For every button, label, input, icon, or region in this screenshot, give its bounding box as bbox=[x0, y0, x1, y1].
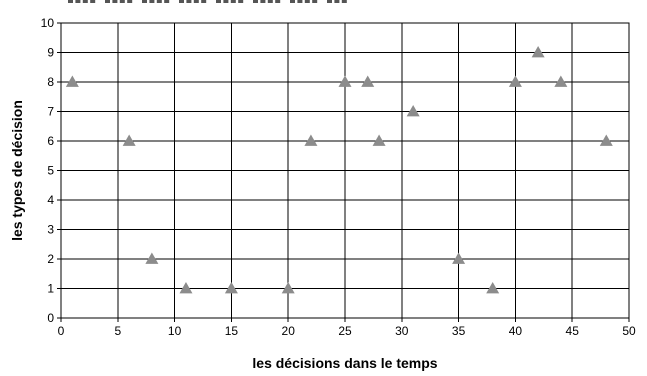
caption-glyph-fragment bbox=[253, 0, 258, 3]
y-tick-label: 7 bbox=[47, 105, 54, 119]
data-point-triangle bbox=[508, 75, 522, 87]
data-point-triangle bbox=[65, 75, 79, 87]
data-points bbox=[65, 46, 613, 294]
caption-glyph-fragment bbox=[201, 0, 207, 3]
caption-glyph-fragment bbox=[216, 0, 221, 3]
y-tick-label: 5 bbox=[47, 164, 54, 178]
x-tick-label: 30 bbox=[395, 324, 409, 338]
caption-glyph-fragment bbox=[186, 0, 192, 3]
caption-glyph-fragment bbox=[156, 0, 162, 3]
y-tick-labels: 0 1 2 3 4 5 6 7 8 9 10 bbox=[41, 16, 55, 325]
caption-glyph-fragment bbox=[164, 0, 170, 3]
x-tick-label: 25 bbox=[338, 324, 352, 338]
caption-glyph-fragment bbox=[82, 0, 88, 3]
caption-glyph-fragment bbox=[223, 0, 229, 3]
caption-glyph-fragment bbox=[179, 0, 184, 3]
data-point-triangle bbox=[281, 282, 295, 294]
caption-glyph-fragment bbox=[90, 0, 96, 3]
caption-glyph-fragment bbox=[112, 0, 118, 3]
data-point-triangle bbox=[304, 134, 318, 146]
y-tick-label: 3 bbox=[47, 223, 54, 237]
caption-glyph-fragment bbox=[68, 0, 73, 3]
caption-glyph-fragment bbox=[127, 0, 133, 3]
caption-glyph-fragment bbox=[260, 0, 266, 3]
y-tick-label: 4 bbox=[47, 193, 54, 207]
x-tick-label: 20 bbox=[282, 324, 296, 338]
data-point-triangle bbox=[361, 75, 375, 87]
caption-glyph-fragment bbox=[193, 0, 199, 3]
data-point-triangle bbox=[531, 46, 545, 58]
caption-glyph-fragment bbox=[142, 0, 147, 3]
y-tick-label: 0 bbox=[47, 311, 54, 325]
caption-glyph-fragment bbox=[149, 0, 155, 3]
caption-glyph-fragment bbox=[334, 0, 340, 3]
x-tick-label: 0 bbox=[58, 324, 65, 338]
data-point-triangle bbox=[486, 282, 500, 294]
caption-glyph-fragment bbox=[105, 0, 110, 3]
x-axis-title: les décisions dans le temps bbox=[252, 355, 437, 371]
x-tick-label: 10 bbox=[168, 324, 182, 338]
data-point-triangle bbox=[122, 134, 136, 146]
y-axis-title: les types de décision bbox=[9, 100, 25, 241]
caption-glyph-fragment bbox=[275, 0, 281, 3]
caption-glyph-fragment bbox=[75, 0, 81, 3]
caption-glyph-fragment bbox=[119, 0, 125, 3]
data-point-triangle bbox=[224, 282, 238, 294]
caption-glyph-fragment bbox=[341, 0, 347, 3]
caption-glyph-fragment bbox=[267, 0, 273, 3]
caption-glyph-fragment bbox=[230, 0, 236, 3]
x-tick-label: 40 bbox=[509, 324, 523, 338]
x-tick-label: 50 bbox=[622, 324, 636, 338]
caption-glyph-fragment bbox=[312, 0, 318, 3]
data-point-triangle bbox=[599, 134, 613, 146]
data-point-triangle bbox=[554, 75, 568, 87]
caption-glyph-fragment bbox=[327, 0, 332, 3]
caption-glyph-fragment bbox=[238, 0, 244, 3]
axes bbox=[57, 22, 630, 322]
data-point-triangle bbox=[179, 282, 193, 294]
y-tick-label: 6 bbox=[47, 134, 54, 148]
data-point-triangle bbox=[452, 252, 466, 264]
y-tick-label: 8 bbox=[47, 75, 54, 89]
caption-glyph-fragment bbox=[290, 0, 295, 3]
y-tick-label: 2 bbox=[47, 252, 54, 266]
x-tick-label: 35 bbox=[452, 324, 466, 338]
data-point-triangle bbox=[145, 252, 159, 264]
data-point-triangle bbox=[372, 134, 386, 146]
x-tick-labels: 0 5 10 15 20 25 30 35 40 45 50 bbox=[58, 324, 636, 338]
x-tick-label: 45 bbox=[566, 324, 580, 338]
y-tick-label: 9 bbox=[47, 46, 54, 60]
caption-glyph-fragment bbox=[297, 0, 303, 3]
data-point-triangle bbox=[406, 105, 420, 117]
y-tick-label: 1 bbox=[47, 282, 54, 296]
caption-glyph-fragment bbox=[304, 0, 310, 3]
data-point-triangle bbox=[338, 75, 352, 87]
cut-off-top-caption bbox=[68, 0, 347, 3]
y-tick-label: 10 bbox=[41, 16, 55, 30]
x-tick-label: 5 bbox=[114, 324, 121, 338]
x-tick-label: 15 bbox=[225, 324, 239, 338]
